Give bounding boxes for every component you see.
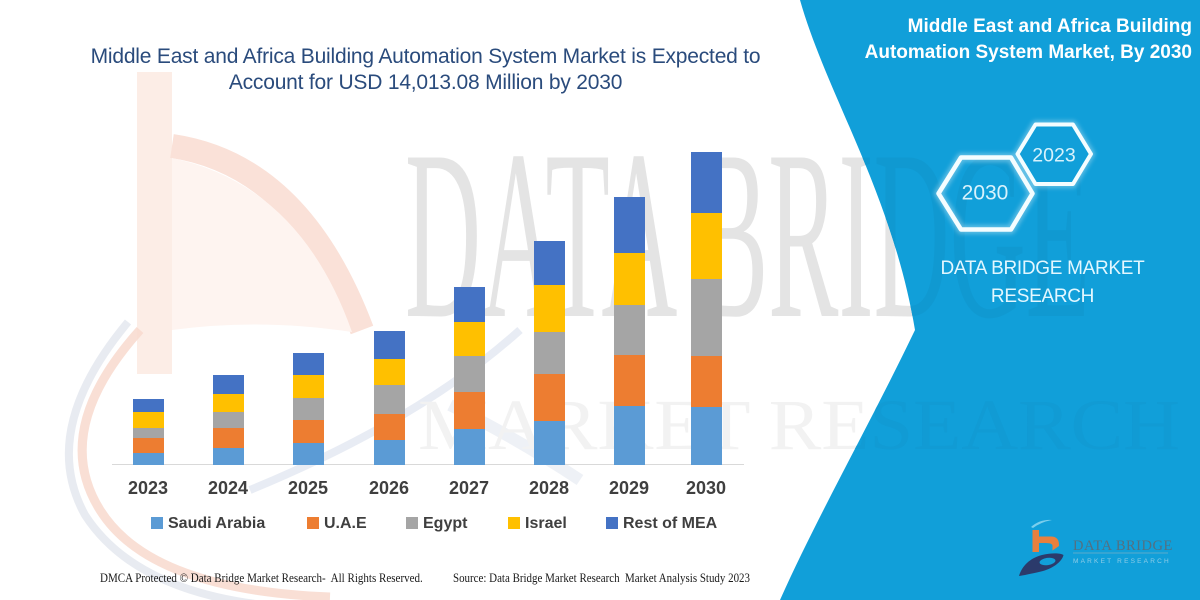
- svg-text:MARKET RESEARCH: MARKET RESEARCH: [1073, 558, 1171, 565]
- svg-text:2023: 2023: [1032, 145, 1075, 167]
- svg-text:2030: 2030: [962, 182, 1009, 205]
- svg-text:DATA BRIDGE: DATA BRIDGE: [1073, 538, 1173, 554]
